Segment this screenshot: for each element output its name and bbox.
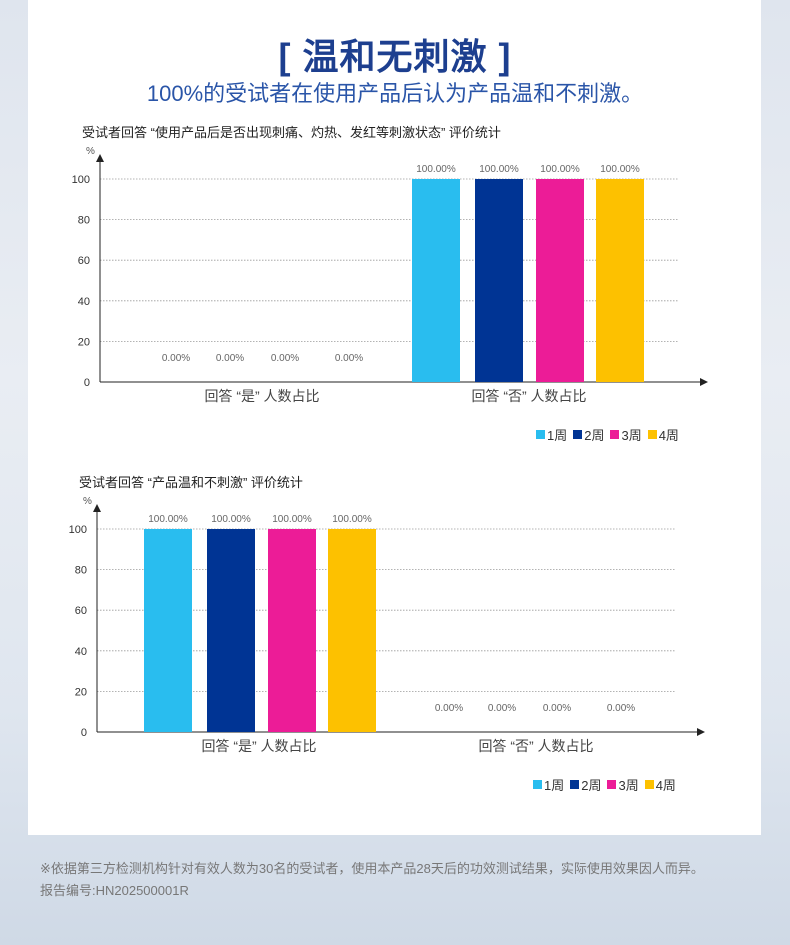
chart-2-legend: 1周 2周 3周 4周 — [533, 775, 676, 794]
x-category-label: 回答 “是” 人数占比 — [201, 738, 316, 754]
legend-label: 1周 — [544, 778, 565, 793]
bar — [268, 529, 316, 732]
legend-swatch — [644, 780, 654, 789]
page-subtitle: 100%的受试者在使用产品后认为产品温和不刺激。 — [146, 81, 644, 106]
legend-item: 2周 — [573, 425, 604, 444]
bar — [328, 529, 376, 732]
legend-item: 4周 — [644, 775, 676, 794]
bar-value-label: 0.00% — [335, 353, 363, 364]
y-tick-label: 60 — [78, 255, 90, 267]
footnote: ※依据第三方检测机构针对有效人数为30名的受试者，使用本产品28天后的功效测试结… — [40, 861, 704, 876]
y-tick-label: 0 — [84, 377, 90, 389]
legend-swatch — [610, 430, 620, 439]
y-tick-label: 40 — [78, 296, 90, 308]
legend-item: 3周 — [610, 425, 642, 444]
legend-label: 2周 — [584, 428, 605, 443]
legend-swatch — [536, 430, 545, 439]
x-axis-arrow — [700, 378, 708, 386]
y-axis-arrow — [96, 154, 104, 162]
bar-value-label: 100.00% — [332, 514, 372, 525]
report-number: 报告编号:HN202500001R — [40, 883, 189, 898]
y-axis-unit: % — [83, 496, 92, 507]
bar — [475, 179, 523, 382]
legend-item: 1周 — [533, 775, 564, 794]
chart-1-title: 受试者回答 “使用产品后是否出现刺痛、灼热、发红等刺激状态” 评价统计 — [82, 125, 501, 140]
legend-swatch — [570, 780, 580, 789]
bar-value-label: 100.00% — [211, 514, 251, 525]
legend-label: 4周 — [658, 428, 679, 443]
bar-value-label: 100.00% — [272, 514, 312, 525]
chart-1-legend: 1周 2周 3周 4周 — [536, 425, 679, 444]
bar — [536, 179, 584, 382]
y-tick-label: 80 — [75, 565, 87, 577]
bar-value-label: 0.00% — [435, 703, 463, 714]
page-title: [ 温和无刺激 ] — [278, 36, 512, 77]
chart-2-title: 受试者回答 “产品温和不刺激” 评价统计 — [79, 475, 303, 490]
y-tick-label: 20 — [75, 686, 87, 698]
bar-value-label: 100.00% — [540, 164, 580, 175]
bar — [207, 529, 255, 732]
y-axis-unit: % — [86, 146, 95, 157]
bar-value-label: 100.00% — [479, 164, 519, 175]
y-tick-label: 100 — [72, 174, 90, 186]
x-category-label: 回答 “否” 人数占比 — [478, 738, 593, 754]
bar-value-label: 0.00% — [488, 703, 516, 714]
bar — [412, 179, 460, 382]
y-tick-label: 40 — [75, 646, 87, 658]
legend-label: 1周 — [547, 428, 568, 443]
bar-value-label: 0.00% — [271, 353, 299, 364]
y-tick-label: 0 — [81, 727, 87, 739]
legend-item: 2周 — [570, 775, 601, 794]
y-tick-label: 100 — [69, 524, 87, 536]
bar-value-label: 0.00% — [607, 703, 635, 714]
legend-label: 2周 — [581, 778, 602, 793]
bar-value-label: 0.00% — [543, 703, 571, 714]
bar-value-label: 100.00% — [416, 164, 456, 175]
legend-swatch — [647, 430, 657, 439]
legend-swatch — [533, 780, 542, 789]
x-category-label: 回答 “否” 人数占比 — [471, 388, 586, 404]
legend-swatch — [607, 780, 617, 789]
legend-label: 4周 — [655, 778, 676, 793]
bar-value-label: 100.00% — [600, 164, 640, 175]
bar — [596, 179, 644, 382]
legend-label: 3周 — [621, 428, 642, 443]
legend-item: 4周 — [647, 425, 679, 444]
x-axis-arrow — [697, 728, 705, 736]
bar-value-label: 0.00% — [216, 353, 244, 364]
legend-swatch — [573, 430, 583, 439]
y-tick-label: 20 — [78, 336, 90, 348]
bar-value-label: 100.00% — [148, 514, 188, 525]
legend-item: 1周 — [536, 425, 567, 444]
legend-item: 3周 — [607, 775, 639, 794]
bar — [144, 529, 192, 732]
y-tick-label: 60 — [75, 605, 87, 617]
x-category-label: 回答 “是” 人数占比 — [204, 388, 319, 404]
y-tick-label: 80 — [78, 215, 90, 227]
legend-label: 3周 — [618, 778, 639, 793]
bar-value-label: 0.00% — [162, 353, 190, 364]
y-axis-arrow — [93, 504, 101, 512]
